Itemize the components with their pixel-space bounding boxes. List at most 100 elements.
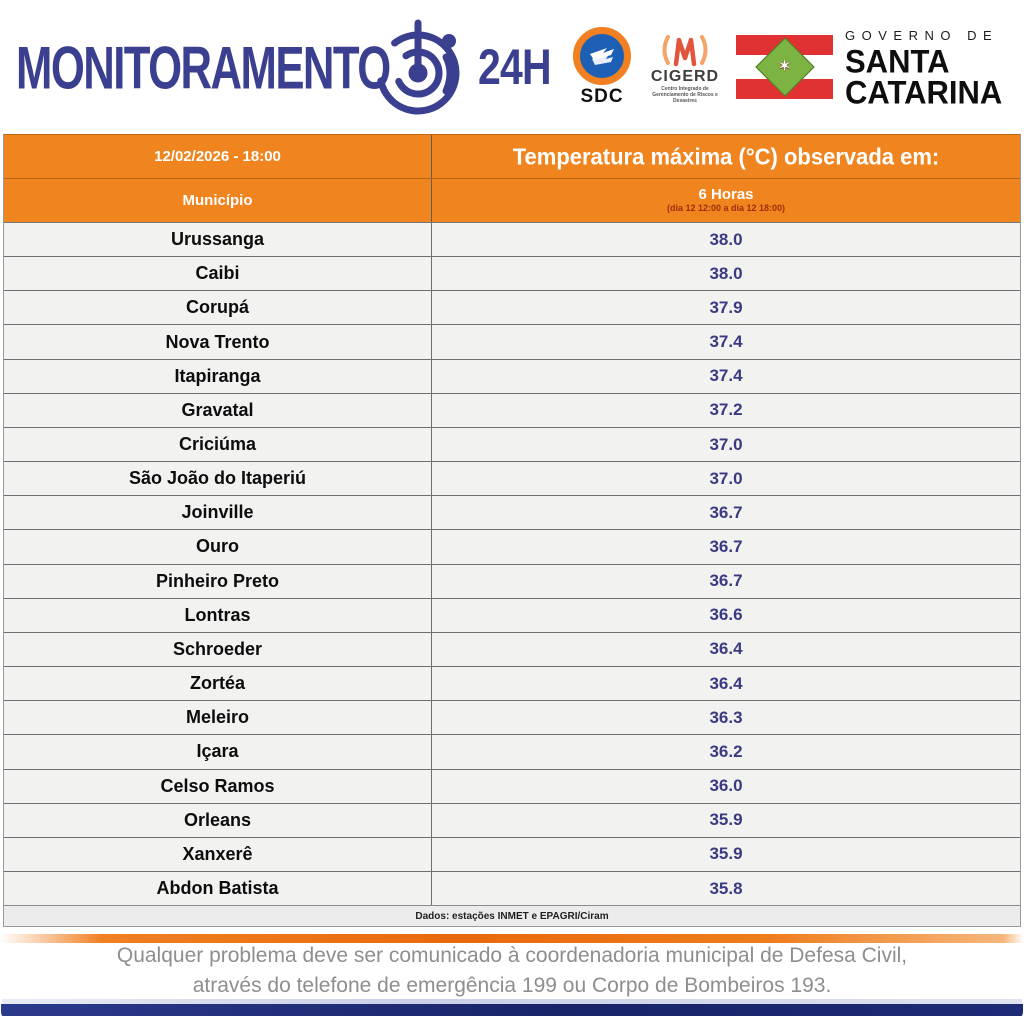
municipality-cell: Orleans	[4, 803, 432, 837]
municipality-cell: São João do Itaperiú	[4, 462, 432, 496]
temperature-cell: 36.2	[709, 741, 743, 761]
temperature-table-body: Urussanga 38.0 Caibi 38.0 Corupá 37.9 No…	[4, 223, 1020, 907]
table-row: Gravatal 37.2	[4, 393, 1020, 428]
municipality-cell: Xanxerê	[4, 837, 432, 871]
table-row: Joinville 36.7	[4, 496, 1020, 531]
municipality-cell: Ouro	[4, 530, 432, 564]
municipality-cell: Gravatal	[4, 393, 432, 427]
brand-logo: MONITORAMENTO 24H	[16, 15, 564, 119]
temperature-cell: 36.7	[709, 571, 743, 591]
table-row: Corupá 37.9	[4, 291, 1020, 326]
partner-logos: SDC CIGERD Centro Integrado de Gerenciam…	[570, 26, 1003, 111]
footer-message: Qualquer problema deve ser comunicado à …	[0, 943, 1024, 999]
table-row: Zortéa 36.4	[4, 667, 1020, 702]
datetime-label: 12/02/2026 - 18:00	[154, 148, 281, 165]
sdc-label: SDC	[580, 85, 624, 107]
table-row: Içara 36.2	[4, 735, 1020, 770]
table-row: Xanxerê 35.9	[4, 837, 1020, 872]
municipality-cell: Itapiranga	[4, 359, 432, 393]
temperature-cell: 37.9	[709, 297, 743, 317]
footer-navy-bar	[1, 1004, 1023, 1016]
municipality-cell: Celso Ramos	[4, 769, 432, 803]
table-row: Meleiro 36.3	[4, 701, 1020, 736]
cigerd-caption: Centro Integrado de Gerenciamento de Ris…	[652, 86, 718, 104]
radar-icon	[376, 19, 460, 115]
temperature-cell: 36.7	[709, 502, 743, 522]
municipality-cell: Zortéa	[4, 667, 432, 701]
table-row: Lontras 36.6	[4, 598, 1020, 633]
sdc-emblem-icon	[573, 26, 631, 85]
temperature-cell: 38.0	[709, 229, 743, 249]
municipality-cell: Caibi	[4, 257, 432, 291]
municipality-cell: Meleiro	[4, 701, 432, 735]
temperature-cell: 36.0	[709, 776, 743, 796]
period-header-cell: 6 Horas (dia 12 12:00 a dia 12 18:00)	[432, 179, 1020, 222]
government-logo: GOVERNO DE SANTA CATARINA	[845, 27, 1003, 111]
municipality-cell: Corupá	[4, 291, 432, 325]
title-cell: Temperatura máxima (°C) observada em:	[432, 135, 1020, 178]
table-title-row: 12/02/2026 - 18:00 Temperatura máxima (°…	[4, 135, 1020, 179]
cigerd-label: CIGERD	[650, 68, 720, 85]
temperature-cell: 36.6	[709, 605, 743, 625]
municipality-cell: Joinville	[4, 496, 432, 530]
cigerd-emblem-icon	[662, 35, 708, 67]
temperature-cell: 37.4	[709, 332, 743, 352]
gov-line3: CATARINA	[845, 73, 1003, 111]
santa-catarina-flag: ✶	[736, 35, 833, 99]
temperature-cell: 37.0	[709, 468, 743, 488]
period-header: 6 Horas	[698, 185, 754, 203]
table-columns-row: Município 6 Horas (dia 12 12:00 a dia 12…	[4, 179, 1020, 223]
table-row: Ouro 36.7	[4, 530, 1020, 565]
footer-spacer	[0, 927, 1024, 934]
temperature-cell: 35.9	[709, 844, 743, 864]
municipality-cell: Içara	[4, 735, 432, 769]
header: MONITORAMENTO 24H	[0, 0, 1024, 134]
brand-24h: 24H	[478, 39, 552, 95]
temperature-cell: 36.4	[709, 639, 743, 659]
table-row: Caibi 38.0	[4, 257, 1020, 292]
footer-light-band	[2, 999, 1022, 1004]
sdc-logo: SDC	[570, 26, 634, 108]
municipality-cell: Urussanga	[4, 223, 432, 257]
municipality-cell: Nova Trento	[4, 325, 432, 359]
municipality-header: Município	[182, 192, 253, 209]
data-source-note: Dados: estações INMET e EPAGRI/Ciram	[4, 906, 1020, 926]
table-row: Urussanga 38.0	[4, 223, 1020, 258]
municipality-cell: Schroeder	[4, 632, 432, 667]
period-subheader: (dia 12 12:00 a dia 12 18:00)	[666, 203, 786, 214]
temperature-table: 12/02/2026 - 18:00 Temperatura máxima (°…	[3, 134, 1021, 927]
footer-orange-bar	[0, 934, 1024, 943]
brand-title: MONITORAMENTO	[16, 32, 391, 102]
table-row: São João do Itaperiú 37.0	[4, 462, 1020, 497]
gov-line1: GOVERNO DE	[845, 27, 999, 43]
municipality-cell: Criciúma	[4, 427, 432, 462]
table-row: Criciúma 37.0	[4, 427, 1020, 463]
gov-line2: SANTA	[845, 42, 950, 80]
temperature-cell: 37.2	[709, 400, 743, 420]
table-row: Nova Trento 37.4	[4, 325, 1020, 360]
temperature-cell: 36.3	[709, 707, 743, 727]
temperature-cell: 36.7	[709, 536, 743, 556]
municipality-cell: Abdon Batista	[4, 871, 432, 906]
datetime-cell: 12/02/2026 - 18:00	[4, 135, 432, 178]
table-row: Orleans 35.9	[4, 803, 1020, 838]
footer-message-line1: Qualquer problema deve ser comunicado à …	[116, 944, 908, 968]
municipality-cell: Pinheiro Preto	[4, 564, 432, 598]
footer-message-line2: através do telefone de emergência 199 ou…	[192, 973, 832, 997]
table-row: Celso Ramos 36.0	[4, 769, 1020, 804]
temperature-cell: 36.4	[709, 673, 743, 693]
table-row: Schroeder 36.4	[4, 632, 1020, 668]
temperature-cell: 38.0	[709, 263, 743, 283]
table-row: Itapiranga 37.4	[4, 359, 1020, 394]
flag-emblem-icon: ✶	[777, 56, 792, 76]
cigerd-logo: CIGERD Centro Integrado de Gerenciamento…	[646, 30, 724, 104]
municipality-cell: Lontras	[4, 598, 432, 632]
temperature-cell: 37.0	[709, 434, 743, 454]
temperature-cell: 35.8	[709, 878, 743, 898]
table-row: Pinheiro Preto 36.7	[4, 564, 1020, 599]
table-row: Abdon Batista 35.8	[4, 871, 1020, 907]
temperature-cell: 35.9	[709, 810, 743, 830]
municipality-header-cell: Município	[4, 179, 432, 222]
temperature-cell: 37.4	[709, 366, 743, 386]
